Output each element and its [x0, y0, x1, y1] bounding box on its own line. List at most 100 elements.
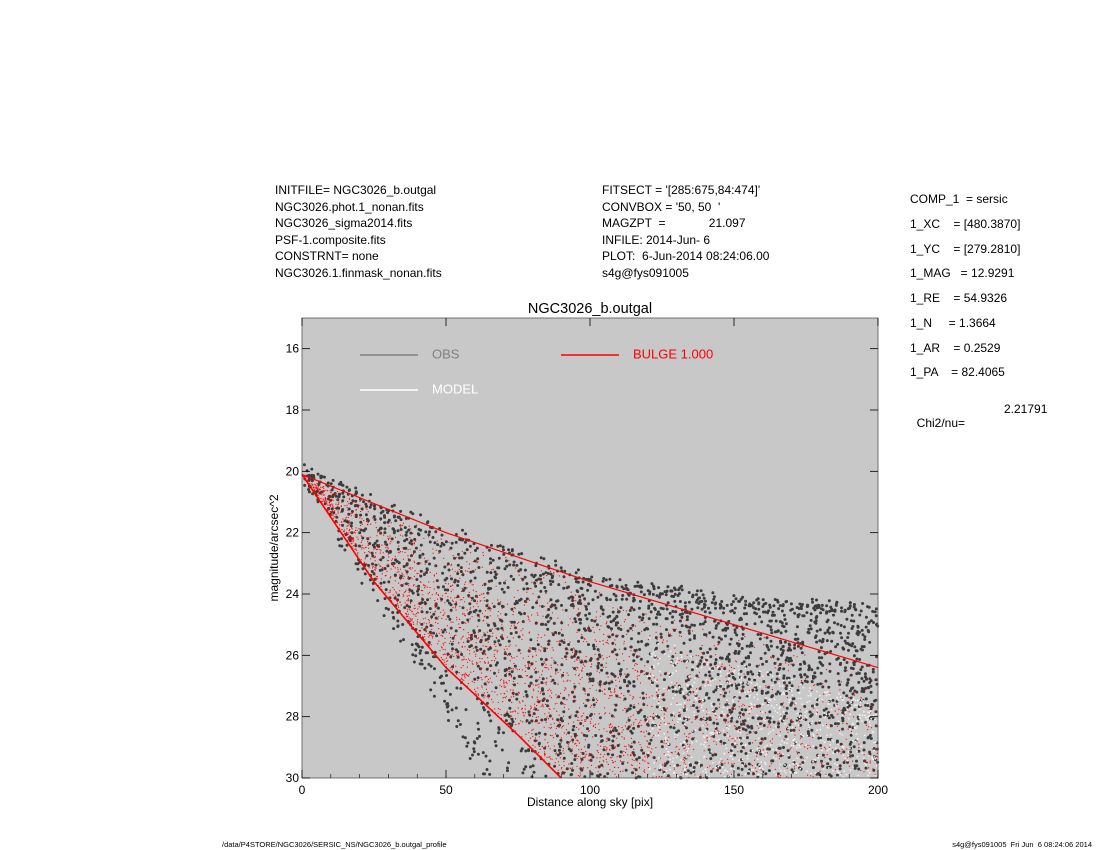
bulge-point [611, 735, 613, 737]
obs-point [611, 745, 615, 748]
bulge-point [441, 629, 443, 631]
obs-point [839, 624, 843, 627]
bulge-point [315, 488, 317, 490]
obs-point [771, 654, 775, 658]
bulge-point [477, 631, 480, 633]
bulge-point [607, 763, 609, 766]
bulge-point [743, 704, 746, 706]
bulge-point [547, 602, 549, 604]
bulge-point [375, 567, 377, 569]
bulge-point [487, 657, 489, 659]
bulge-point [410, 567, 412, 569]
bulge-point [581, 719, 583, 722]
obs-point [482, 708, 486, 712]
bulge-point [602, 759, 604, 761]
obs-point [781, 651, 785, 655]
bulge-point [532, 735, 534, 738]
obs-point [524, 749, 528, 753]
bulge-point [582, 768, 584, 770]
obs-point [477, 566, 481, 569]
obs-point [687, 591, 691, 594]
obs-point [784, 658, 788, 662]
obs-point [850, 627, 854, 630]
obs-point [580, 636, 584, 640]
obs-point [441, 571, 445, 575]
bulge-point [529, 708, 532, 710]
obs-point [366, 519, 370, 523]
obs-point [545, 615, 548, 619]
obs-point [622, 587, 626, 591]
bulge-point [765, 686, 767, 688]
bulge-point [389, 537, 391, 539]
obs-point [784, 600, 788, 604]
obs-point [700, 656, 704, 659]
bulge-point [549, 708, 551, 710]
obs-point [861, 602, 865, 605]
bulge-point [870, 712, 872, 714]
obs-point [813, 671, 817, 675]
obs-point [302, 463, 306, 467]
bulge-point [571, 651, 574, 653]
bulge-point [464, 601, 466, 603]
bulge-point [720, 743, 722, 745]
bulge-point [521, 708, 523, 710]
bulge-point [625, 610, 628, 612]
bulge-point [479, 600, 481, 602]
bulge-point [560, 739, 562, 741]
bulge-point [378, 543, 380, 546]
obs-point [535, 578, 538, 582]
obs-point [783, 640, 787, 644]
obs-point [631, 771, 634, 775]
bulge-point [730, 672, 732, 674]
bulge-point [397, 605, 399, 607]
bulge-point [393, 589, 395, 591]
obs-point [758, 615, 762, 619]
bulge-point [563, 706, 566, 708]
obs-point [428, 540, 432, 544]
bulge-point [512, 611, 514, 613]
bulge-point [727, 762, 730, 764]
bulge-point [549, 600, 551, 602]
obs-point [640, 748, 644, 752]
bulge-point [414, 605, 416, 607]
bulge-point [673, 768, 675, 770]
bulge-point [876, 755, 878, 758]
bulge-point [652, 776, 654, 778]
obs-point [602, 577, 606, 580]
bulge-point [463, 658, 465, 660]
bulge-point [624, 725, 627, 727]
obs-point [523, 568, 527, 572]
bulge-point [634, 767, 636, 770]
bulge-point [593, 631, 595, 633]
obs-point [488, 772, 492, 776]
bulge-point [486, 631, 488, 633]
obs-point [463, 586, 467, 590]
bulge-point [315, 490, 317, 492]
obs-point [472, 747, 476, 751]
bulge-point [741, 705, 743, 707]
bulge-point [524, 670, 527, 673]
obs-point [537, 741, 541, 745]
bulge-point [713, 740, 715, 742]
bulge-point [487, 592, 490, 594]
obs-point [793, 643, 797, 647]
obs-point [748, 663, 751, 667]
bulge-point [390, 576, 392, 578]
obs-point [461, 589, 465, 592]
obs-point [635, 757, 639, 761]
bulge-point [632, 752, 634, 755]
bulge-point [354, 529, 357, 532]
obs-point [734, 597, 738, 601]
obs-point [838, 764, 842, 768]
obs-point [819, 611, 823, 615]
bulge-point [441, 647, 443, 649]
bulge-point [542, 615, 544, 617]
obs-point [708, 647, 712, 651]
obs-point [848, 601, 852, 605]
obs-point [459, 570, 463, 573]
bulge-point [578, 707, 581, 709]
obs-point [396, 625, 400, 628]
bulge-point [513, 694, 515, 696]
obs-point [819, 736, 823, 740]
bulge-point [561, 725, 564, 728]
